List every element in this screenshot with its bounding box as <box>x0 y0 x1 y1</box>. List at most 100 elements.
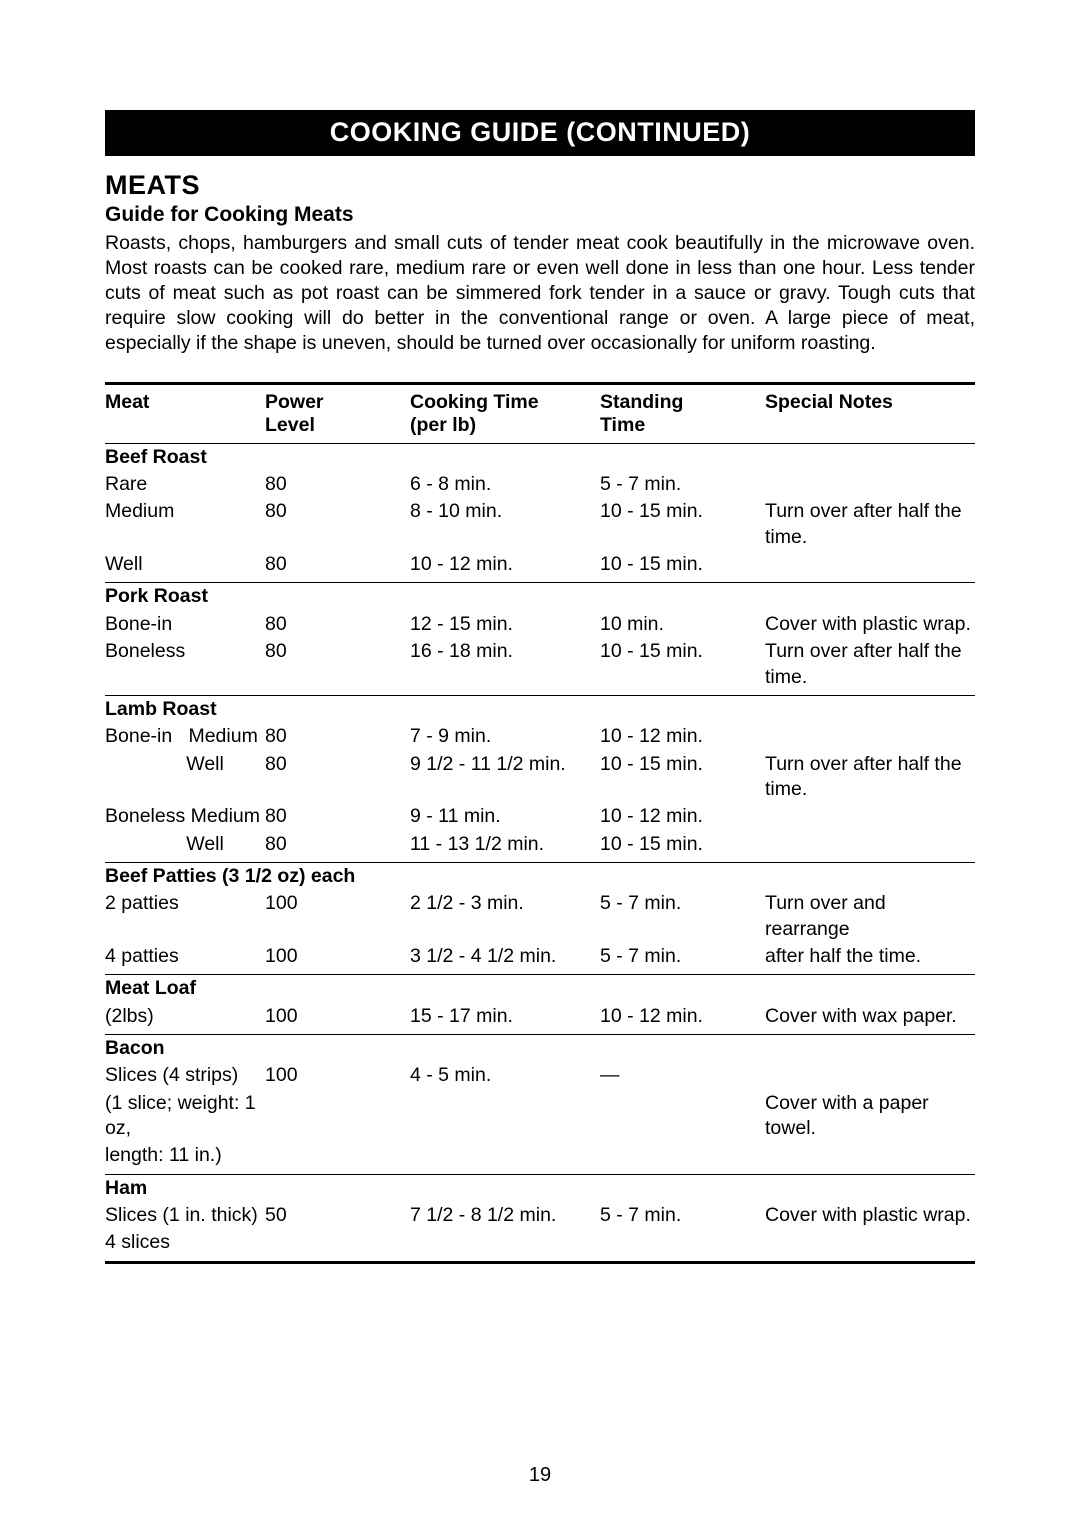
cell-notes <box>765 551 975 583</box>
cell-notes: Cover with plastic wrap. <box>765 611 975 638</box>
cell-stand: 10 - 15 min. <box>600 638 765 695</box>
cell-meat: Well <box>105 551 265 583</box>
cell-cook <box>410 1229 600 1262</box>
table-row: Bone-in8012 - 15 min.10 min.Cover with p… <box>105 611 975 638</box>
cell-meat: 4 patties <box>105 943 265 975</box>
cell-stand: 5 - 7 min. <box>600 471 765 498</box>
cell-cook: 2 1/2 - 3 min. <box>410 890 600 943</box>
cell-stand: 10 - 15 min. <box>600 498 765 551</box>
table-row: Slices (1 in. thick)507 1/2 - 8 1/2 min.… <box>105 1202 975 1229</box>
table-row: length: 11 in.) <box>105 1142 975 1174</box>
page-number: 19 <box>0 1464 1080 1487</box>
cell-meat: Boneless <box>105 638 265 695</box>
cell-cook: 8 - 10 min. <box>410 498 600 551</box>
table-row: (1 slice; weight: 1 oz, Cover with a pape… <box>105 1090 975 1143</box>
cooking-table: Meat PowerLevel Cooking Time(per lb) Sta… <box>105 382 975 1264</box>
table-row: Boneless Medium809 - 11 min.10 - 12 min. <box>105 803 975 830</box>
col-cook: Cooking Time(per lb) <box>410 385 600 444</box>
cell-notes: Cover with wax paper. <box>765 1003 975 1035</box>
cell-stand: 10 min. <box>600 611 765 638</box>
cell-stand: — <box>600 1062 765 1089</box>
cell-power <box>265 1090 410 1143</box>
cell-cook: 16 - 18 min. <box>410 638 600 695</box>
cell-notes <box>765 831 975 863</box>
cell-stand: 5 - 7 min. <box>600 1202 765 1229</box>
table-row: 2 patties1002 1/2 - 3 min.5 - 7 min.Turn… <box>105 890 975 943</box>
cell-cook: 4 - 5 min. <box>410 1062 600 1089</box>
cell-cook <box>410 1142 600 1174</box>
cell-notes: Cover with a paper towel. <box>765 1090 975 1143</box>
cell-power: 80 <box>265 551 410 583</box>
cell-notes: Turn over and rearrange <box>765 890 975 943</box>
cell-power: 100 <box>265 943 410 975</box>
table-row: (2lbs)10015 - 17 min.10 - 12 min.Cover w… <box>105 1003 975 1035</box>
cell-power <box>265 1142 410 1174</box>
cell-power: 80 <box>265 751 410 804</box>
cell-power: 80 <box>265 831 410 863</box>
cell-power: 80 <box>265 471 410 498</box>
table-row: Well809 1/2 - 11 1/2 min.10 - 15 min.Tur… <box>105 751 975 804</box>
cell-power: 80 <box>265 498 410 551</box>
cell-notes <box>765 803 975 830</box>
intro-paragraph: Roasts, chops, hamburgers and small cuts… <box>105 231 975 356</box>
banner-title: COOKING GUIDE (CONTINUED) <box>105 110 975 156</box>
cell-notes: Turn over after half the time. <box>765 638 975 695</box>
table-row: Well8011 - 13 1/2 min.10 - 15 min. <box>105 831 975 863</box>
cell-meat: (1 slice; weight: 1 oz, <box>105 1090 265 1143</box>
cell-power: 100 <box>265 890 410 943</box>
cell-power <box>265 1229 410 1262</box>
cell-notes <box>765 471 975 498</box>
col-meat: Meat <box>105 385 265 444</box>
cell-notes: Turn over after half the time. <box>765 498 975 551</box>
cell-power: 100 <box>265 1062 410 1089</box>
cell-meat: Rare <box>105 471 265 498</box>
cell-notes: Turn over after half the time. <box>765 751 975 804</box>
cell-meat: length: 11 in.) <box>105 1142 265 1174</box>
cell-meat: Bone-in Medium <box>105 723 265 750</box>
col-power: PowerLevel <box>265 385 410 444</box>
cell-notes <box>765 723 975 750</box>
table-row: 4 patties1003 1/2 - 4 1/2 min.5 - 7 min.… <box>105 943 975 975</box>
cell-meat: Medium <box>105 498 265 551</box>
group-title: Meat Loaf <box>105 975 975 1002</box>
cell-power: 80 <box>265 638 410 695</box>
cell-stand: 5 - 7 min. <box>600 943 765 975</box>
cell-stand: 10 - 12 min. <box>600 723 765 750</box>
col-notes: Special Notes <box>765 385 975 444</box>
cell-cook: 3 1/2 - 4 1/2 min. <box>410 943 600 975</box>
cell-stand: 10 - 12 min. <box>600 1003 765 1035</box>
cell-meat: Well <box>105 751 265 804</box>
cell-cook <box>410 1090 600 1143</box>
cell-power: 80 <box>265 803 410 830</box>
cell-stand <box>600 1090 765 1143</box>
cell-stand <box>600 1229 765 1262</box>
cell-meat: (2lbs) <box>105 1003 265 1035</box>
cell-cook: 7 - 9 min. <box>410 723 600 750</box>
section-subtitle: Guide for Cooking Meats <box>105 203 975 227</box>
table-row: 4 slices <box>105 1229 975 1262</box>
cell-meat: Slices (4 strips) <box>105 1062 265 1089</box>
cell-meat: Slices (1 in. thick) <box>105 1202 265 1229</box>
cell-stand: 5 - 7 min. <box>600 890 765 943</box>
cell-power: 80 <box>265 611 410 638</box>
cell-cook: 6 - 8 min. <box>410 471 600 498</box>
col-stand: StandingTime <box>600 385 765 444</box>
table-row: Boneless8016 - 18 min.10 - 15 min.Turn o… <box>105 638 975 695</box>
cell-notes: Cover with plastic wrap. <box>765 1202 975 1229</box>
cell-cook: 12 - 15 min. <box>410 611 600 638</box>
cell-cook: 9 1/2 - 11 1/2 min. <box>410 751 600 804</box>
group-title: Lamb Roast <box>105 696 975 723</box>
cell-meat: 4 slices <box>105 1229 265 1262</box>
cell-power: 100 <box>265 1003 410 1035</box>
cell-notes <box>765 1229 975 1262</box>
cell-cook: 11 - 13 1/2 min. <box>410 831 600 863</box>
group-title: Beef Patties (3 1/2 oz) each <box>105 863 975 890</box>
page: COOKING GUIDE (CONTINUED) MEATS Guide fo… <box>0 0 1080 1264</box>
cell-meat: Boneless Medium <box>105 803 265 830</box>
cell-stand: 10 - 15 min. <box>600 551 765 583</box>
table-row: Medium808 - 10 min.10 - 15 min.Turn over… <box>105 498 975 551</box>
group-title: Pork Roast <box>105 583 975 610</box>
table-row: Well8010 - 12 min.10 - 15 min. <box>105 551 975 583</box>
section-title: MEATS <box>105 170 975 201</box>
cell-notes <box>765 1142 975 1174</box>
